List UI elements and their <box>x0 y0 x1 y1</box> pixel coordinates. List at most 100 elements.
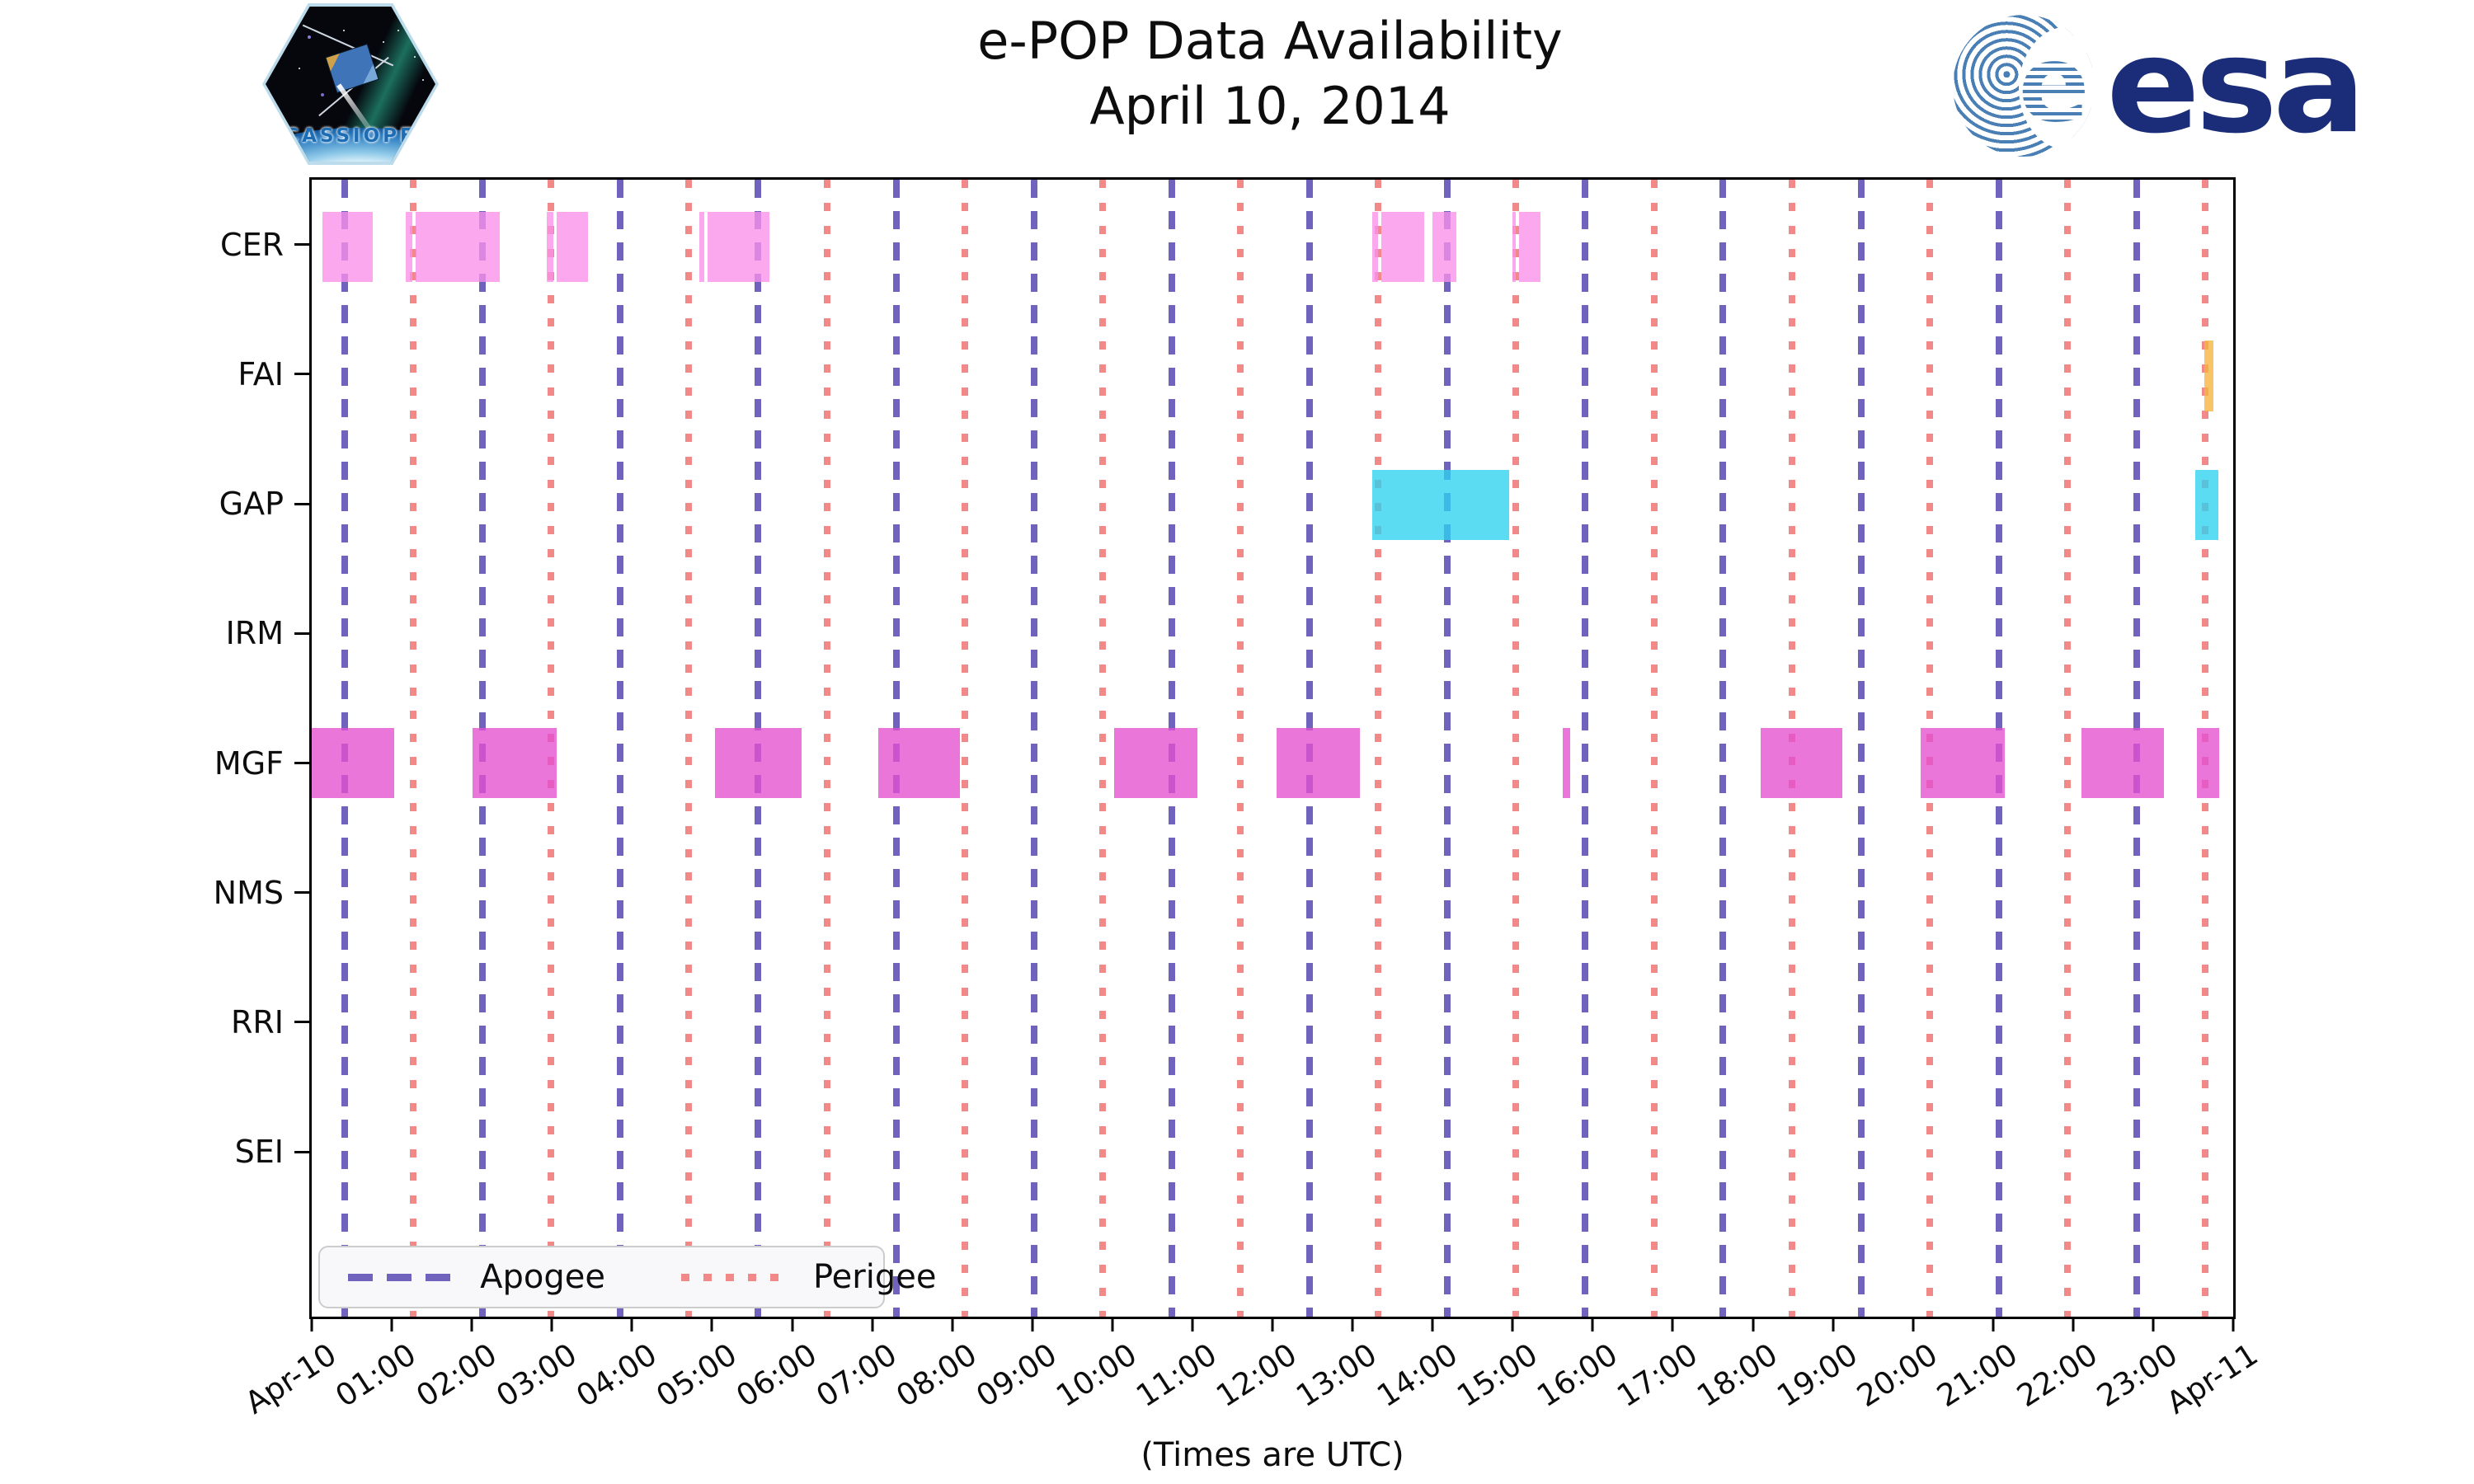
apogee-line <box>1719 180 1726 1317</box>
x-tick <box>710 1317 713 1331</box>
x-tick <box>2232 1317 2235 1331</box>
perigee-legend-line-sample <box>680 1273 790 1281</box>
x-tick <box>1591 1317 1594 1331</box>
y-axis-label-nms: NMS <box>213 874 284 911</box>
availability-bar-cer <box>1519 211 1541 283</box>
apogee-line <box>1581 180 1588 1317</box>
x-tick <box>871 1317 874 1331</box>
perigee-line <box>1099 180 1107 1317</box>
y-tick <box>294 502 309 505</box>
chart-subtitle-date: April 10, 2014 <box>1089 76 1451 137</box>
esa-globe-cutout <box>2019 26 2095 150</box>
x-tick-label: 11:00 <box>1130 1336 1224 1415</box>
x-tick-label: 13:00 <box>1290 1336 1384 1415</box>
x-tick-label: 08:00 <box>890 1336 984 1415</box>
x-tick <box>2072 1317 2075 1331</box>
apogee-line <box>1443 180 1451 1317</box>
availability-bar-mgf <box>473 727 557 799</box>
availability-bar-mgf <box>2197 727 2220 799</box>
cassiope-mission-patch: CASSIOPE <box>262 3 439 165</box>
plot-area: Apogee Perigee Apr-10 01:00 02:00 03:00 04:0… <box>239 177 2264 1421</box>
perigee-line <box>1237 180 1244 1317</box>
x-tick <box>1351 1317 1354 1331</box>
apogee-line <box>616 180 623 1317</box>
perigee-line <box>1512 180 1520 1317</box>
availability-bar-mgf <box>1761 727 1843 799</box>
perigee-line <box>685 180 693 1317</box>
x-tick-label: 10:00 <box>1050 1336 1144 1415</box>
x-tick-label: 01:00 <box>329 1336 423 1415</box>
x-tick <box>1111 1317 1114 1331</box>
esa-globe-letter: e <box>2018 23 2090 146</box>
perigee-line <box>1375 180 1382 1317</box>
y-tick <box>294 891 309 895</box>
stars-decoration <box>290 25 292 26</box>
apogee-line <box>1857 180 1865 1317</box>
x-tick <box>1511 1317 1514 1331</box>
perigee-line <box>824 180 831 1317</box>
apogee-legend-line-sample <box>348 1273 458 1281</box>
x-axis-caption: (Times are UTC) <box>1141 1436 1404 1474</box>
availability-bar-cer <box>1381 211 1425 283</box>
perigee-line <box>410 180 417 1317</box>
x-tick <box>2152 1317 2155 1331</box>
x-tick-label: 14:00 <box>1370 1336 1464 1415</box>
x-tick-label: Apr-10 <box>238 1336 343 1421</box>
x-tick <box>1431 1317 1434 1331</box>
availability-bar-cer <box>547 211 554 283</box>
apogee-line <box>1030 180 1037 1317</box>
availability-bar-mgf <box>1113 727 1197 799</box>
y-axis-label-sei: SEI <box>234 1134 284 1171</box>
x-tick <box>630 1317 633 1331</box>
y-axis-label-fai: FAI <box>238 355 284 392</box>
y-axis-label-gap: GAP <box>219 486 284 523</box>
y-tick <box>294 632 309 635</box>
availability-bar-cer <box>416 211 501 283</box>
x-tick-label: Apr-11 <box>2160 1336 2265 1421</box>
x-tick <box>1912 1317 1915 1331</box>
availability-bar-mgf <box>1276 727 1360 799</box>
x-tick-label: 15:00 <box>1450 1336 1544 1415</box>
x-tick-label: 18:00 <box>1691 1336 1784 1415</box>
x-tick <box>1271 1317 1274 1331</box>
availability-bar-mgf <box>312 727 394 799</box>
chart-title: e-POP Data Availability <box>977 11 1563 71</box>
availability-bar-cer <box>707 211 770 283</box>
x-tick-label: 16:00 <box>1530 1336 1624 1415</box>
x-tick <box>1752 1317 1754 1331</box>
x-tick-label: 05:00 <box>649 1336 743 1415</box>
x-tick-label: 09:00 <box>970 1336 1064 1415</box>
x-tick-label: 06:00 <box>730 1336 823 1415</box>
perigee-legend-label: Perigee <box>812 1258 937 1296</box>
y-tick <box>294 1150 309 1153</box>
availability-bar-mgf <box>2081 727 2164 799</box>
x-tick-label: 07:00 <box>810 1336 903 1415</box>
y-axis-label-irm: IRM <box>225 615 284 652</box>
legend-box: Apogee Perigee <box>318 1246 936 1308</box>
availability-bar-cer <box>698 211 704 283</box>
y-tick <box>294 762 309 764</box>
availability-bar-mgf <box>715 727 802 799</box>
cassiope-patch-art: CASSIOPE <box>266 7 435 162</box>
availability-bar-cer <box>1512 211 1517 283</box>
chart-title-block: e-POP Data Availability April 10, 2014 <box>825 8 1715 139</box>
availability-bar-gap <box>1372 469 1510 541</box>
x-tick-label: 04:00 <box>569 1336 663 1415</box>
x-tick <box>1671 1317 1674 1331</box>
x-tick-label: 20:00 <box>1851 1336 1945 1415</box>
x-tick <box>951 1317 954 1331</box>
x-tick-label: 22:00 <box>2011 1336 2105 1415</box>
availability-bar-cer <box>557 211 588 283</box>
availability-bar-cer <box>1372 211 1379 283</box>
x-tick-label: 12:00 <box>1210 1336 1304 1415</box>
availability-bar-cer <box>405 211 413 283</box>
y-tick <box>294 1021 309 1024</box>
y-axis-label-mgf: MGF <box>214 744 284 782</box>
availability-bar-fai <box>2204 340 2213 411</box>
availability-bar-cer <box>322 211 373 283</box>
x-tick-label: 17:00 <box>1610 1336 1704 1415</box>
perigee-line <box>962 180 969 1317</box>
availability-bar-mgf <box>878 727 961 799</box>
y-tick <box>294 373 309 376</box>
